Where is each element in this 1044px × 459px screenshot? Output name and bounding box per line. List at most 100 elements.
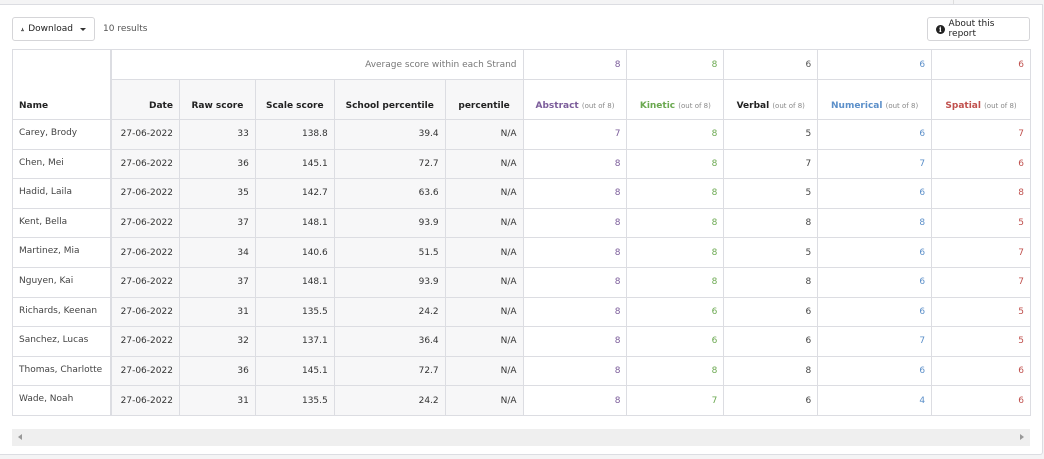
column-header-kinetic[interactable]: Kinetic (out of 8): [626, 79, 725, 120]
table-row[interactable]: Sanchez, Lucas 27-06-2022 32 137.1 36.4 N/A 8 6…: [12, 326, 1031, 357]
student-name: Richards, Keenan: [12, 296, 113, 328]
spatial-score-cell: 5: [931, 296, 1031, 328]
student-name: Carey, Brody: [12, 119, 113, 150]
scale-score-cell: 142.7: [254, 178, 335, 209]
horizontal-scrollbar[interactable]: [12, 429, 1030, 446]
column-header-spatial[interactable]: Spatial (out of 8): [931, 79, 1031, 120]
spatial-score-cell: 5: [931, 207, 1031, 239]
kinetic-score-cell: 8: [626, 148, 725, 180]
strand-average-row: Average score within each Strand 8 8 6 6…: [12, 49, 1031, 80]
abstract-score-cell: 8: [522, 148, 628, 180]
date-cell: 27-06-2022: [110, 326, 180, 357]
table-row[interactable]: Wade, Noah 27-06-2022 31 135.5 24.2 N/A 8 7 6 4 6: [12, 385, 1031, 416]
school-percentile-cell: 39.4: [333, 119, 446, 150]
column-header-percentile[interactable]: percentile: [444, 79, 524, 120]
scroll-left-arrow-icon[interactable]: [18, 434, 22, 440]
scale-score-cell: 145.1: [254, 355, 335, 387]
abstract-out-of: (out of 8): [581, 102, 615, 110]
numerical-score-cell: 8: [817, 207, 933, 239]
caret-down-icon: [80, 27, 86, 31]
scale-score-cell: 135.5: [254, 385, 335, 416]
spatial-score-cell: 6: [931, 148, 1031, 180]
scale-score-cell: 145.1: [254, 148, 335, 180]
column-header-numerical[interactable]: Numerical (out of 8): [817, 79, 933, 120]
spatial-score-cell: 6: [931, 385, 1031, 416]
table-row[interactable]: Martinez, Mia 27-06-2022 34 140.6 51.5 N/A 8 8 5…: [12, 237, 1031, 268]
school-percentile-cell: 93.9: [333, 207, 446, 239]
school-percentile-cell: 93.9: [333, 266, 446, 298]
school-percentile-cell: 63.6: [333, 178, 446, 209]
about-report-button[interactable]: i About this report: [927, 17, 1030, 41]
table-row[interactable]: Nguyen, Kai 27-06-2022 37 148.1 93.9 N/A 8 8 8 6 7: [12, 266, 1031, 298]
school-percentile-cell: 24.2: [333, 296, 446, 328]
table-row[interactable]: Thomas, Charlotte 27-06-2022 36 145.1 72.7 N/…: [12, 355, 1031, 387]
kinetic-out-of: (out of 8): [678, 102, 711, 110]
verbal-score-cell: 7: [723, 148, 819, 180]
date-cell: 27-06-2022: [110, 237, 180, 268]
numerical-score-cell: 6: [817, 355, 933, 387]
scale-score-cell: 135.5: [254, 296, 335, 328]
download-label: Download: [28, 24, 73, 34]
results-table: Average score within each Strand 8 8 6 6…: [12, 49, 1031, 416]
student-name: Martinez, Mia: [12, 237, 113, 268]
report-panel: Download 10 results i About this report: [0, 4, 1043, 455]
date-cell: 27-06-2022: [110, 178, 180, 209]
abstract-score-cell: 8: [522, 355, 628, 387]
download-button[interactable]: Download: [12, 17, 95, 41]
percentile-cell: N/A: [444, 178, 524, 209]
spatial-score-cell: 6: [931, 355, 1031, 387]
column-header-school-percentile[interactable]: School percentile: [333, 79, 446, 120]
column-header-date[interactable]: Date: [110, 79, 180, 120]
column-header-abstract[interactable]: Abstract (out of 8): [522, 79, 628, 120]
school-percentile-cell: 24.2: [333, 385, 446, 416]
scroll-right-arrow-icon[interactable]: [1020, 434, 1024, 440]
spatial-out-of: (out of 8): [984, 102, 1017, 110]
abstract-score-cell: 8: [522, 207, 628, 239]
toolbar: Download 10 results i About this report: [12, 17, 1030, 41]
column-header-name[interactable]: Name: [12, 79, 113, 120]
numerical-score-cell: 4: [817, 385, 933, 416]
date-cell: 27-06-2022: [110, 385, 180, 416]
column-header-verbal[interactable]: Verbal (out of 8): [723, 79, 819, 120]
verbal-label: Verbal: [736, 101, 770, 111]
school-percentile-cell: 36.4: [333, 326, 446, 357]
table-row[interactable]: Carey, Brody 27-06-2022 33 138.8 39.4 N/A 7 8 5 6…: [12, 119, 1031, 150]
school-percentile-cell: 72.7: [333, 355, 446, 387]
kinetic-score-cell: 6: [626, 326, 725, 357]
kinetic-score-cell: 8: [626, 119, 725, 150]
raw-score-cell: 35: [178, 178, 256, 209]
column-header-raw-score[interactable]: Raw score: [178, 79, 256, 120]
verbal-average: 6: [723, 49, 819, 80]
kinetic-score-cell: 8: [626, 207, 725, 239]
abstract-score-cell: 8: [522, 237, 628, 268]
info-icon: i: [936, 24, 945, 34]
table-row[interactable]: Hadid, Laila 27-06-2022 35 142.7 63.6 N/A 8 8 5 6…: [12, 178, 1031, 209]
column-header-scale-score[interactable]: Scale score: [254, 79, 335, 120]
kinetic-score-cell: 8: [626, 237, 725, 268]
abstract-score-cell: 8: [522, 178, 628, 209]
raw-score-cell: 36: [178, 148, 256, 180]
date-cell: 27-06-2022: [110, 148, 180, 180]
table-row[interactable]: Chen, Mei 27-06-2022 36 145.1 72.7 N/A 8 8 7 7 6: [12, 148, 1031, 180]
strand-average-label: Average score within each Strand: [110, 49, 524, 80]
student-name: Chen, Mei: [12, 148, 113, 180]
table-row[interactable]: Kent, Bella 27-06-2022 37 148.1 93.9 N/A 8 8 8 8 5: [12, 207, 1031, 239]
student-name: Kent, Bella: [12, 207, 113, 239]
numerical-average: 6: [817, 49, 933, 80]
numerical-score-cell: 6: [817, 237, 933, 268]
scale-score-cell: 148.1: [254, 266, 335, 298]
kinetic-label: Kinetic: [639, 101, 676, 111]
numerical-label: Numerical: [831, 101, 883, 111]
scale-score-cell: 140.6: [254, 237, 335, 268]
school-percentile-cell: 72.7: [333, 148, 446, 180]
percentile-cell: N/A: [444, 237, 524, 268]
page-top-edge: [0, 0, 1044, 4]
school-percentile-cell: 51.5: [333, 237, 446, 268]
table-row[interactable]: Richards, Keenan 27-06-2022 31 135.5 24.2 N/A…: [12, 296, 1031, 328]
scale-score-cell: 137.1: [254, 326, 335, 357]
spatial-score-cell: 7: [931, 237, 1031, 268]
verbal-score-cell: 6: [723, 296, 819, 328]
student-name: Nguyen, Kai: [12, 266, 113, 298]
student-name: Hadid, Laila: [12, 178, 113, 209]
verbal-score-cell: 6: [723, 385, 819, 416]
